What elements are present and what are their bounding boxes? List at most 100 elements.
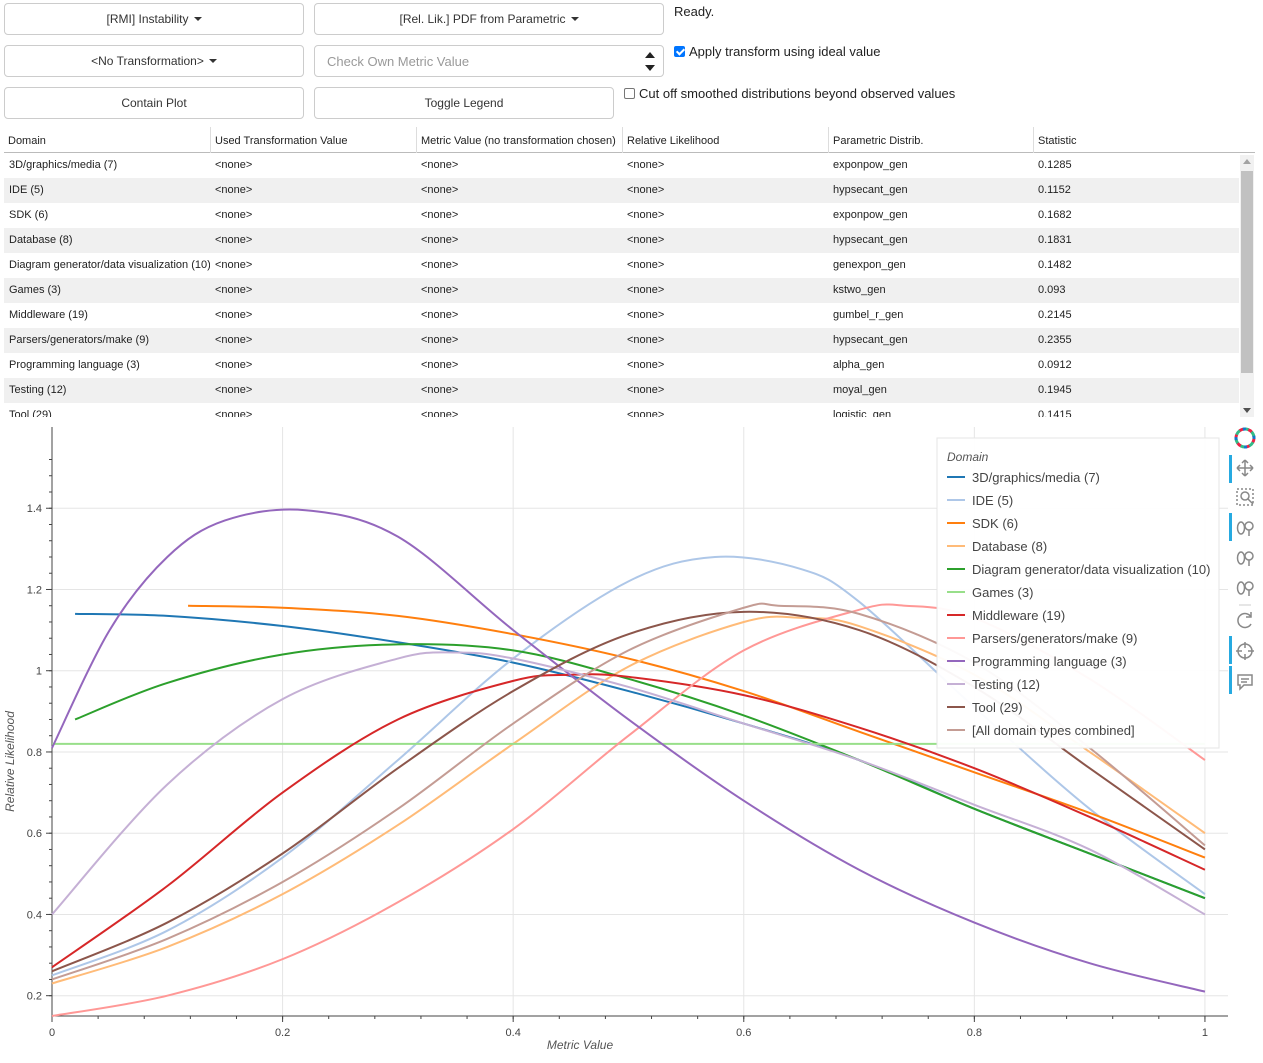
scroll-down-icon[interactable] bbox=[1243, 408, 1251, 413]
wheel-zoom-icon[interactable] bbox=[1236, 521, 1254, 536]
legend-item-label: [All domain types combined] bbox=[972, 723, 1135, 738]
cell-domain: Programming language (3) bbox=[9, 359, 140, 371]
status-text: Ready. bbox=[674, 4, 715, 19]
toggle-legend-label: Toggle Legend bbox=[424, 96, 504, 110]
plot-type-dropdown[interactable]: [Rel. Lik.] PDF from Parametric bbox=[314, 3, 664, 35]
table-row[interactable]: Tool (29) <none> <none> <none> logistic_gen 0… bbox=[4, 403, 1239, 417]
table-row[interactable]: Middleware (19) <none> <none> <none> gumbel_… bbox=[4, 303, 1239, 328]
crosshair-icon[interactable] bbox=[1236, 642, 1254, 660]
series-line-6 bbox=[51, 673, 1206, 969]
table-row[interactable]: Parsers/generators/make (9) <none> <none> <… bbox=[4, 328, 1239, 353]
y-tick-label: 0.8 bbox=[27, 747, 42, 759]
column-header-distribution[interactable]: Parametric Distrib. bbox=[828, 127, 1033, 153]
legend-item-label: Diagram generator/data visualization (10… bbox=[972, 562, 1210, 577]
chart-legend: Domain 3D/graphics/media (7) IDE (5) SDK (6… bbox=[936, 437, 1220, 749]
y-tick-label: 0.4 bbox=[27, 909, 42, 921]
cell-distribution: moyal_gen bbox=[833, 384, 887, 396]
column-header-metric-value[interactable]: Metric Value (no transformation chosen) bbox=[416, 127, 622, 153]
cell-domain: Tool (29) bbox=[9, 409, 52, 417]
cell-transformation: <none> bbox=[215, 259, 253, 271]
x-tick-label: 0.6 bbox=[736, 1027, 751, 1039]
cell-metric-value: <none> bbox=[421, 359, 459, 371]
legend-item-label: SDK (6) bbox=[972, 516, 1018, 531]
cell-distribution: hypsecant_gen bbox=[833, 334, 908, 346]
metric-dropdown[interactable]: [RMI] Instability bbox=[4, 3, 304, 35]
y-wheel-zoom-icon[interactable] bbox=[1236, 581, 1254, 596]
cell-statistic: 0.1682 bbox=[1038, 209, 1072, 221]
spin-down-icon[interactable] bbox=[645, 65, 655, 71]
cell-metric-value: <none> bbox=[421, 284, 459, 296]
pan-icon[interactable] bbox=[1236, 459, 1254, 477]
table-row[interactable]: SDK (6) <none> <none> <none> exponpow_gen 0.1… bbox=[4, 203, 1239, 228]
legend-item-label: Parsers/generators/make (9) bbox=[972, 631, 1137, 646]
contain-plot-label: Contain Plot bbox=[121, 96, 187, 110]
hover-icon[interactable] bbox=[1237, 674, 1253, 691]
table-row[interactable]: Testing (12) <none> <none> <none> moyal_gen 0… bbox=[4, 378, 1239, 403]
cell-metric-value: <none> bbox=[421, 409, 459, 417]
cell-distribution: gumbel_r_gen bbox=[833, 309, 904, 321]
legend-item-label: Games (3) bbox=[972, 585, 1033, 600]
checkbox-checked-icon[interactable] bbox=[674, 46, 685, 57]
caret-down-icon bbox=[570, 17, 579, 21]
caret-down-icon bbox=[208, 59, 217, 63]
scrollbar-thumb[interactable] bbox=[1241, 171, 1253, 373]
table-row[interactable]: Diagram generator/data visualization (10… bbox=[4, 253, 1239, 278]
toggle-legend-button[interactable]: Toggle Legend bbox=[314, 87, 614, 119]
spinner[interactable] bbox=[645, 49, 655, 73]
y-tick-label: 1.4 bbox=[27, 503, 42, 515]
cell-transformation: <none> bbox=[215, 209, 253, 221]
y-tick-label: 1 bbox=[36, 666, 42, 678]
spin-up-icon[interactable] bbox=[645, 52, 655, 58]
plot-toolbar bbox=[1229, 427, 1256, 694]
cell-likelihood: <none> bbox=[627, 359, 665, 371]
scroll-up-icon[interactable] bbox=[1243, 159, 1251, 164]
cell-distribution: exponpow_gen bbox=[833, 159, 908, 171]
x-tick-label: 0.4 bbox=[506, 1027, 521, 1039]
transform-dropdown[interactable]: <No Transformation> bbox=[4, 45, 304, 77]
table-row[interactable]: Programming language (3) <none> <none> <non… bbox=[4, 353, 1239, 378]
checkbox-unchecked-icon[interactable] bbox=[624, 88, 635, 99]
table-row[interactable]: 3D/graphics/media (7) <none> <none> <none> e… bbox=[4, 153, 1239, 178]
metric-value-input[interactable]: Check Own Metric Value bbox=[314, 45, 664, 77]
x-wheel-zoom-icon[interactable] bbox=[1236, 551, 1254, 566]
cell-statistic: 0.2355 bbox=[1038, 334, 1072, 346]
column-header-domain[interactable]: Domain bbox=[8, 135, 46, 147]
legend-item-label: Tool (29) bbox=[972, 700, 1023, 715]
cell-domain: Diagram generator/data visualization (10… bbox=[9, 259, 210, 271]
cell-distribution: genexpon_gen bbox=[833, 259, 906, 271]
series-line-4 bbox=[74, 643, 1206, 900]
table-row[interactable]: Games (3) <none> <none> <none> kstwo_gen 0.09… bbox=[4, 278, 1239, 303]
reset-icon[interactable] bbox=[1237, 612, 1252, 629]
box-zoom-icon[interactable] bbox=[1236, 488, 1254, 506]
apply-transform-checkbox[interactable]: Apply transform using ideal value bbox=[674, 44, 881, 59]
x-tick-label: 0 bbox=[49, 1027, 55, 1039]
column-header-transformation[interactable]: Used Transformation Value bbox=[210, 127, 416, 153]
column-header-likelihood[interactable]: Relative Likelihood bbox=[622, 127, 828, 153]
cell-statistic: 0.1415 bbox=[1038, 409, 1072, 417]
contain-plot-button[interactable]: Contain Plot bbox=[4, 87, 304, 119]
x-tick-label: 0.2 bbox=[275, 1027, 290, 1039]
likelihood-chart[interactable]: 0 0.2 0.4 0.6 0.8 1 0.2 0.4 0.6 0.8 1 1.2 1.4 Metric … bbox=[0, 425, 1230, 1063]
table-scrollbar[interactable] bbox=[1240, 155, 1254, 417]
legend-item-label: Middleware (19) bbox=[972, 608, 1065, 623]
series-line-8 bbox=[51, 508, 1206, 993]
cell-likelihood: <none> bbox=[627, 409, 665, 417]
cell-transformation: <none> bbox=[215, 384, 253, 396]
cell-domain: Testing (12) bbox=[9, 384, 67, 396]
plot-type-dropdown-label: [Rel. Lik.] PDF from Parametric bbox=[399, 12, 566, 26]
legend-item-label: IDE (5) bbox=[972, 493, 1013, 508]
column-header-statistic[interactable]: Statistic bbox=[1033, 127, 1239, 153]
cell-likelihood: <none> bbox=[627, 334, 665, 346]
cell-transformation: <none> bbox=[215, 334, 253, 346]
cell-distribution: hypsecant_gen bbox=[833, 184, 908, 196]
cell-metric-value: <none> bbox=[421, 234, 459, 246]
cell-statistic: 0.1285 bbox=[1038, 159, 1072, 171]
table-row[interactable]: Database (8) <none> <none> <none> hypsecant_… bbox=[4, 228, 1239, 253]
x-tick-label: 1 bbox=[1202, 1027, 1208, 1039]
table-row[interactable]: IDE (5) <none> <none> <none> hypsecant_gen 0.… bbox=[4, 178, 1239, 203]
cell-statistic: 0.0912 bbox=[1038, 359, 1072, 371]
cell-distribution: hypsecant_gen bbox=[833, 234, 908, 246]
y-tick-label: 1.2 bbox=[27, 584, 42, 596]
cutoff-checkbox[interactable]: Cut off smoothed distributions beyond ob… bbox=[624, 86, 955, 101]
cell-statistic: 0.093 bbox=[1038, 284, 1066, 296]
